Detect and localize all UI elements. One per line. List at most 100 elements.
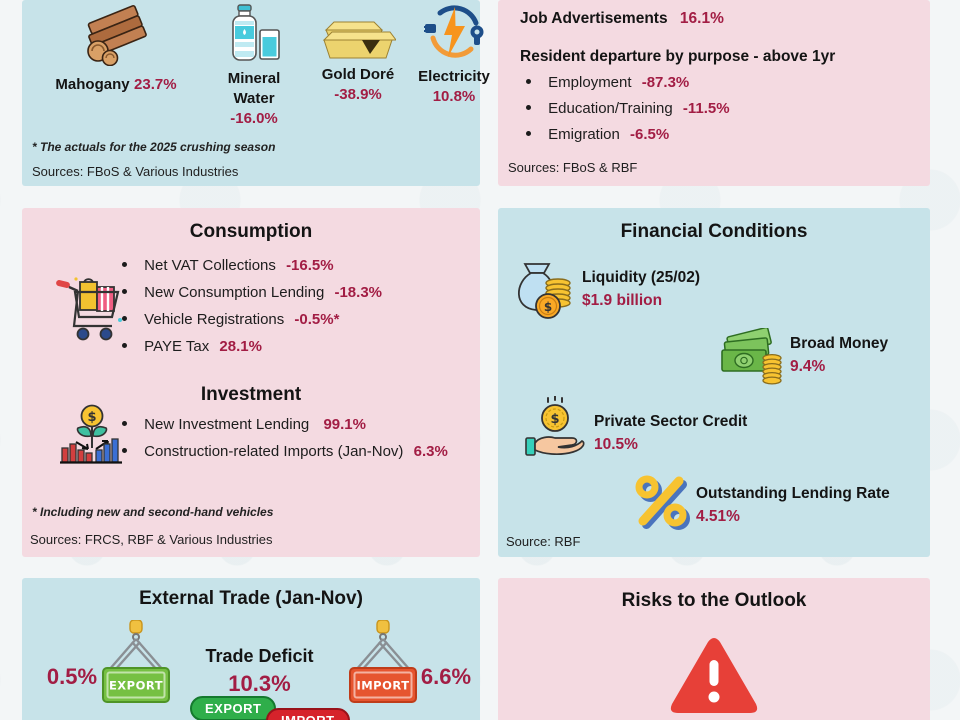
commodity-mineral-water: Mineral Water -16.0%: [204, 4, 304, 129]
item-label: Employment: [548, 74, 632, 91]
external-trade-panel: External Trade (Jan-Nov) 0.5% EXPORT Tra…: [22, 578, 480, 720]
list-item: PAYE Tax 28.1%: [122, 333, 382, 360]
commodity-name: Electricity: [418, 68, 490, 85]
item-value: -87.3%: [641, 74, 690, 91]
investment-growth-icon: $: [60, 404, 122, 464]
commodity-value: 10.8%: [432, 88, 476, 105]
item-label: PAYE Tax: [144, 338, 210, 355]
svg-text:$: $: [550, 412, 559, 427]
investment-title: Investment: [200, 384, 302, 405]
departure-list: Employment -87.3% Education/Training -11…: [526, 70, 730, 148]
item-value: 28.1%: [219, 338, 262, 355]
commodity-value: -38.9%: [334, 86, 382, 103]
consumption-investment-panel: Consumption Net VAT Collections -16.5% N…: [22, 208, 480, 557]
export-badge: EXPORT: [190, 696, 277, 720]
financial-item-broad-money: Broad Money 9.4%: [790, 334, 888, 376]
item-value: -16.5%: [286, 257, 334, 274]
item-label: Private Sector Credit: [594, 413, 748, 430]
commodity-gold: Gold Doré -38.9%: [306, 12, 410, 105]
commodity-value: 23.7%: [134, 76, 177, 93]
item-value: 99.1%: [323, 416, 366, 433]
labour-panel: Job Advertisements 16.1% Resident depart…: [498, 0, 930, 186]
item-value: $1.9 billion: [582, 292, 663, 309]
list-item: Construction-related Imports (Jan-Nov) 6…: [122, 438, 448, 465]
item-label: Outstanding Lending Rate: [696, 485, 890, 502]
list-item: Emigration -6.5%: [526, 122, 730, 148]
list-item: Net VAT Collections -16.5%: [122, 252, 382, 279]
trade-deficit-value: 10.3%: [228, 671, 291, 696]
list-item: New Investment Lending 99.1%: [122, 411, 448, 438]
item-value: -6.5%: [630, 126, 670, 143]
financial-title: Financial Conditions: [620, 221, 808, 242]
item-value: 4.51%: [696, 508, 740, 525]
labour-sources: Sources: FBoS & RBF: [508, 160, 638, 175]
financial-source: Source: RBF: [506, 534, 581, 549]
commodities-sources: Sources: FBoS & Various Industries: [32, 164, 239, 179]
list-item: Education/Training -11.5%: [526, 96, 730, 122]
import-crate-label: IMPORT: [356, 679, 409, 693]
list-item: Vehicle Registrations -0.5%*: [122, 306, 382, 333]
job-advertisements-label: Job Advertisements: [520, 10, 668, 27]
export-crate-icon: EXPORT: [102, 620, 170, 703]
list-item: New Consumption Lending -18.3%: [122, 279, 382, 306]
item-value: -0.5%*: [294, 311, 340, 328]
mineral-water-icon: [232, 4, 280, 61]
item-label: Liquidity (25/02): [582, 269, 700, 286]
item-label: Vehicle Registrations: [144, 311, 285, 328]
trade-deficit-label: Trade Deficit: [205, 646, 314, 666]
item-label: Emigration: [548, 126, 620, 143]
job-advertisements-line: Job Advertisements 16.1%: [520, 10, 724, 28]
financial-conditions-panel: Financial Conditions $ Liquidity (25/02)…: [498, 208, 930, 557]
commodity-name: Mineral Water: [227, 70, 281, 107]
warning-icon: [670, 638, 758, 713]
consumption-title: Consumption: [189, 221, 313, 242]
import-value: 6.6%: [420, 664, 472, 689]
item-value: -11.5%: [682, 100, 730, 117]
export-crate-label: EXPORT: [109, 679, 163, 693]
svg-text:$: $: [544, 300, 552, 314]
item-label: New Consumption Lending: [144, 284, 325, 301]
list-item: Employment -87.3%: [526, 70, 730, 96]
financial-item-liquidity: Liquidity (25/02) $1.9 billion: [582, 268, 700, 310]
trade-deficit-block: Trade Deficit 10.3%: [167, 646, 352, 697]
import-crate-icon: IMPORT: [349, 620, 417, 703]
export-value: 0.5%: [46, 664, 98, 689]
trade-title: External Trade (Jan-Nov): [139, 588, 363, 609]
commodity-electricity: Electricity 10.8%: [410, 2, 498, 107]
hand-coin-icon: $: [525, 396, 585, 456]
commodity-name: Gold Doré: [321, 66, 395, 83]
risks-panel: Risks to the Outlook: [498, 578, 930, 720]
item-label: Construction-related Imports (Jan-Nov): [144, 443, 404, 460]
import-badge: IMPORT: [266, 708, 350, 720]
electricity-icon: [423, 5, 484, 58]
item-label: Broad Money: [790, 335, 889, 352]
financial-item-lending-rate: Outstanding Lending Rate 4.51%: [696, 484, 890, 526]
investment-list: New Investment Lending 99.1% Constructio…: [122, 411, 448, 465]
commodity-name: Mahogany: [55, 76, 130, 93]
consumption-list: Net VAT Collections -16.5% New Consumpti…: [122, 252, 382, 360]
investment-note: * Including new and second-hand vehicles: [32, 505, 274, 519]
item-value: 10.5%: [594, 436, 638, 453]
item-value: 6.3%: [413, 443, 448, 460]
percent-icon: [635, 475, 690, 530]
item-label: Education/Training: [548, 100, 673, 117]
gold-dore-icon: [322, 21, 397, 59]
banknotes-icon: [721, 328, 782, 385]
item-label: Net VAT Collections: [144, 257, 276, 274]
job-advertisements-value: 16.1%: [679, 10, 724, 27]
commodities-panel: Mahogany 23.7% Mineral Water -16.0%: [22, 0, 490, 186]
commodity-mahogany: Mahogany 23.7%: [36, 4, 196, 95]
item-value: -18.3%: [334, 284, 382, 301]
commodities-note: * The actuals for the 2025 crushing seas…: [32, 140, 276, 154]
item-value: 9.4%: [790, 358, 826, 375]
consumption-sources: Sources: FRCS, RBF & Various Industries: [30, 532, 273, 547]
money-bag-icon: $: [518, 263, 571, 319]
item-label: New Investment Lending: [144, 416, 310, 433]
svg-text:$: $: [87, 410, 96, 425]
risks-title: Risks to the Outlook: [621, 590, 807, 611]
financial-item-private-sector-credit: Private Sector Credit 10.5%: [594, 412, 747, 454]
departure-heading: Resident departure by purpose - above 1y…: [520, 48, 836, 65]
commodity-value: -16.0%: [230, 110, 278, 127]
shopping-cart-icon: [56, 277, 122, 341]
